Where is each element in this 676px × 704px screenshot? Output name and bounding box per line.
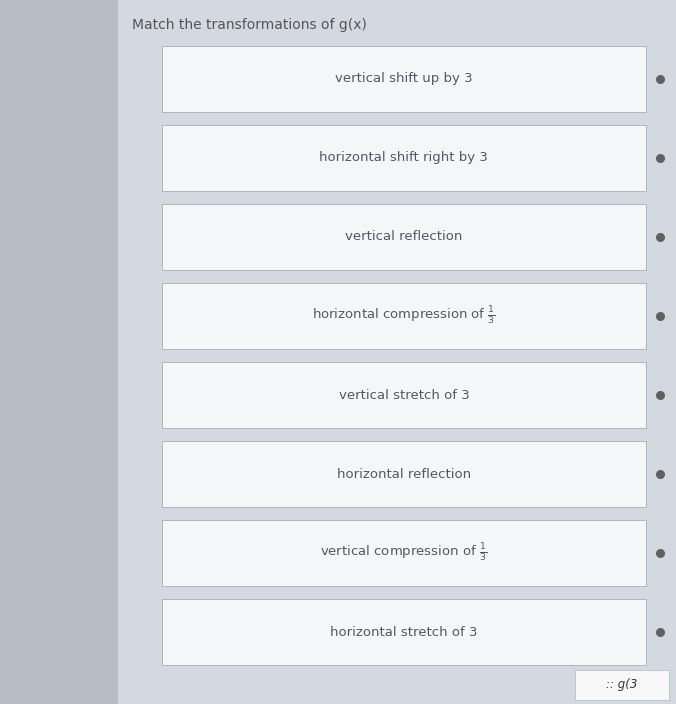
FancyBboxPatch shape [162, 125, 646, 191]
FancyBboxPatch shape [162, 441, 646, 507]
Text: horizontal compression of $\frac{1}{3}$: horizontal compression of $\frac{1}{3}$ [312, 305, 496, 327]
Text: Match the transformations of g(x): Match the transformations of g(x) [132, 18, 366, 32]
FancyBboxPatch shape [162, 204, 646, 270]
Text: horizontal reflection: horizontal reflection [337, 467, 471, 481]
FancyBboxPatch shape [162, 283, 646, 349]
FancyBboxPatch shape [162, 599, 646, 665]
Text: vertical reflection: vertical reflection [345, 230, 462, 244]
Text: vertical shift up by 3: vertical shift up by 3 [335, 73, 473, 85]
FancyBboxPatch shape [162, 46, 646, 112]
Text: :: g(3: :: g(3 [606, 679, 637, 691]
Text: horizontal shift right by 3: horizontal shift right by 3 [320, 151, 488, 165]
FancyBboxPatch shape [118, 0, 676, 704]
FancyBboxPatch shape [575, 670, 669, 700]
Text: vertical compression of $\frac{1}{3}$: vertical compression of $\frac{1}{3}$ [320, 542, 487, 564]
FancyBboxPatch shape [162, 362, 646, 428]
Text: vertical stretch of 3: vertical stretch of 3 [339, 389, 469, 401]
FancyBboxPatch shape [162, 520, 646, 586]
Text: horizontal stretch of 3: horizontal stretch of 3 [330, 626, 478, 639]
